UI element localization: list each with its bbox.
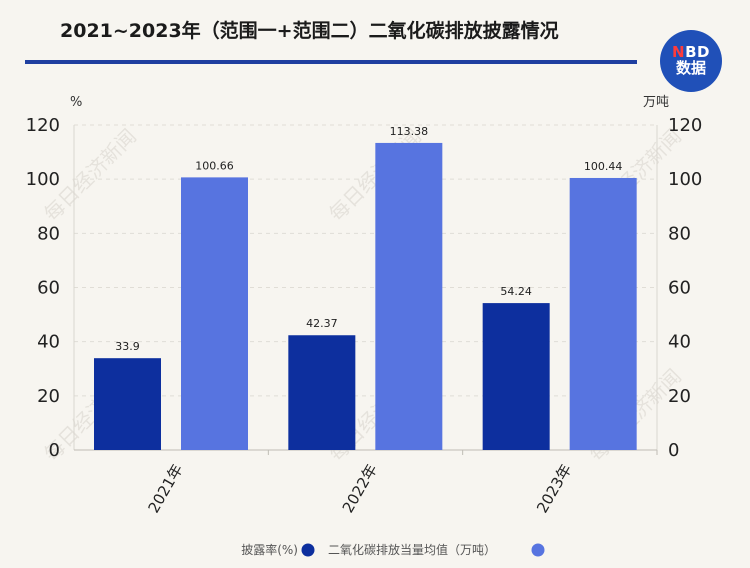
data-label: 42.37: [306, 317, 338, 330]
x-tick-label: 2022年: [339, 461, 381, 516]
legend-label-co2-mean: 二氧化碳排放当量均值（万吨）: [328, 542, 496, 557]
y-left-tick-label: 80: [37, 223, 60, 244]
data-label: 100.44: [584, 160, 623, 173]
logo-top-text: NBD: [672, 43, 710, 62]
title-underline: [25, 60, 637, 64]
logo-top-rest: BD: [685, 43, 710, 62]
y-right-tick-label: 100: [668, 169, 702, 190]
y-left-tick-label: 40: [37, 332, 60, 353]
x-tick-label: 2021年: [144, 461, 186, 516]
data-label: 113.38: [390, 125, 429, 138]
legend-label-disclosure-rate: 披露率(%): [241, 542, 298, 557]
y-left-tick-label: 60: [37, 278, 60, 299]
y-right-tick-label: 60: [668, 278, 691, 299]
y-left-tick-label: 100: [26, 169, 60, 190]
y-right-tick-label: 20: [668, 386, 691, 407]
bar-co2-mean: [569, 177, 637, 450]
bar-disclosure-rate: [482, 303, 550, 450]
bar-disclosure-rate: [288, 335, 356, 450]
data-label: 33.9: [115, 340, 140, 353]
y-right-unit: 万吨: [643, 95, 669, 110]
bar-co2-mean: [181, 177, 248, 451]
chart-title: 2021~2023年（范围一+范围二）二氧化碳排放披露情况: [60, 20, 559, 42]
y-left-tick-label: 120: [26, 115, 60, 136]
data-label: 54.24: [500, 285, 532, 298]
logo-bottom-text: 数据: [675, 59, 706, 77]
y-right-tick-label: 0: [668, 440, 679, 461]
legend-marker-co2-mean: [531, 543, 545, 557]
y-right-tick-label: 120: [668, 115, 702, 136]
y-left-tick-label: 0: [49, 440, 60, 461]
y-left-unit: %: [70, 95, 82, 110]
y-left-tick-label: 20: [37, 386, 60, 407]
data-label: 100.66: [195, 159, 234, 172]
y-right-tick-label: 80: [668, 223, 691, 244]
nbd-logo: NBD 数据: [660, 30, 722, 92]
bar-disclosure-rate: [94, 358, 161, 450]
y-right-tick-label: 40: [668, 332, 691, 353]
bar-co2-mean: [375, 142, 443, 450]
x-tick-label: 2023年: [533, 461, 575, 516]
legend-marker-disclosure-rate: [301, 543, 315, 557]
